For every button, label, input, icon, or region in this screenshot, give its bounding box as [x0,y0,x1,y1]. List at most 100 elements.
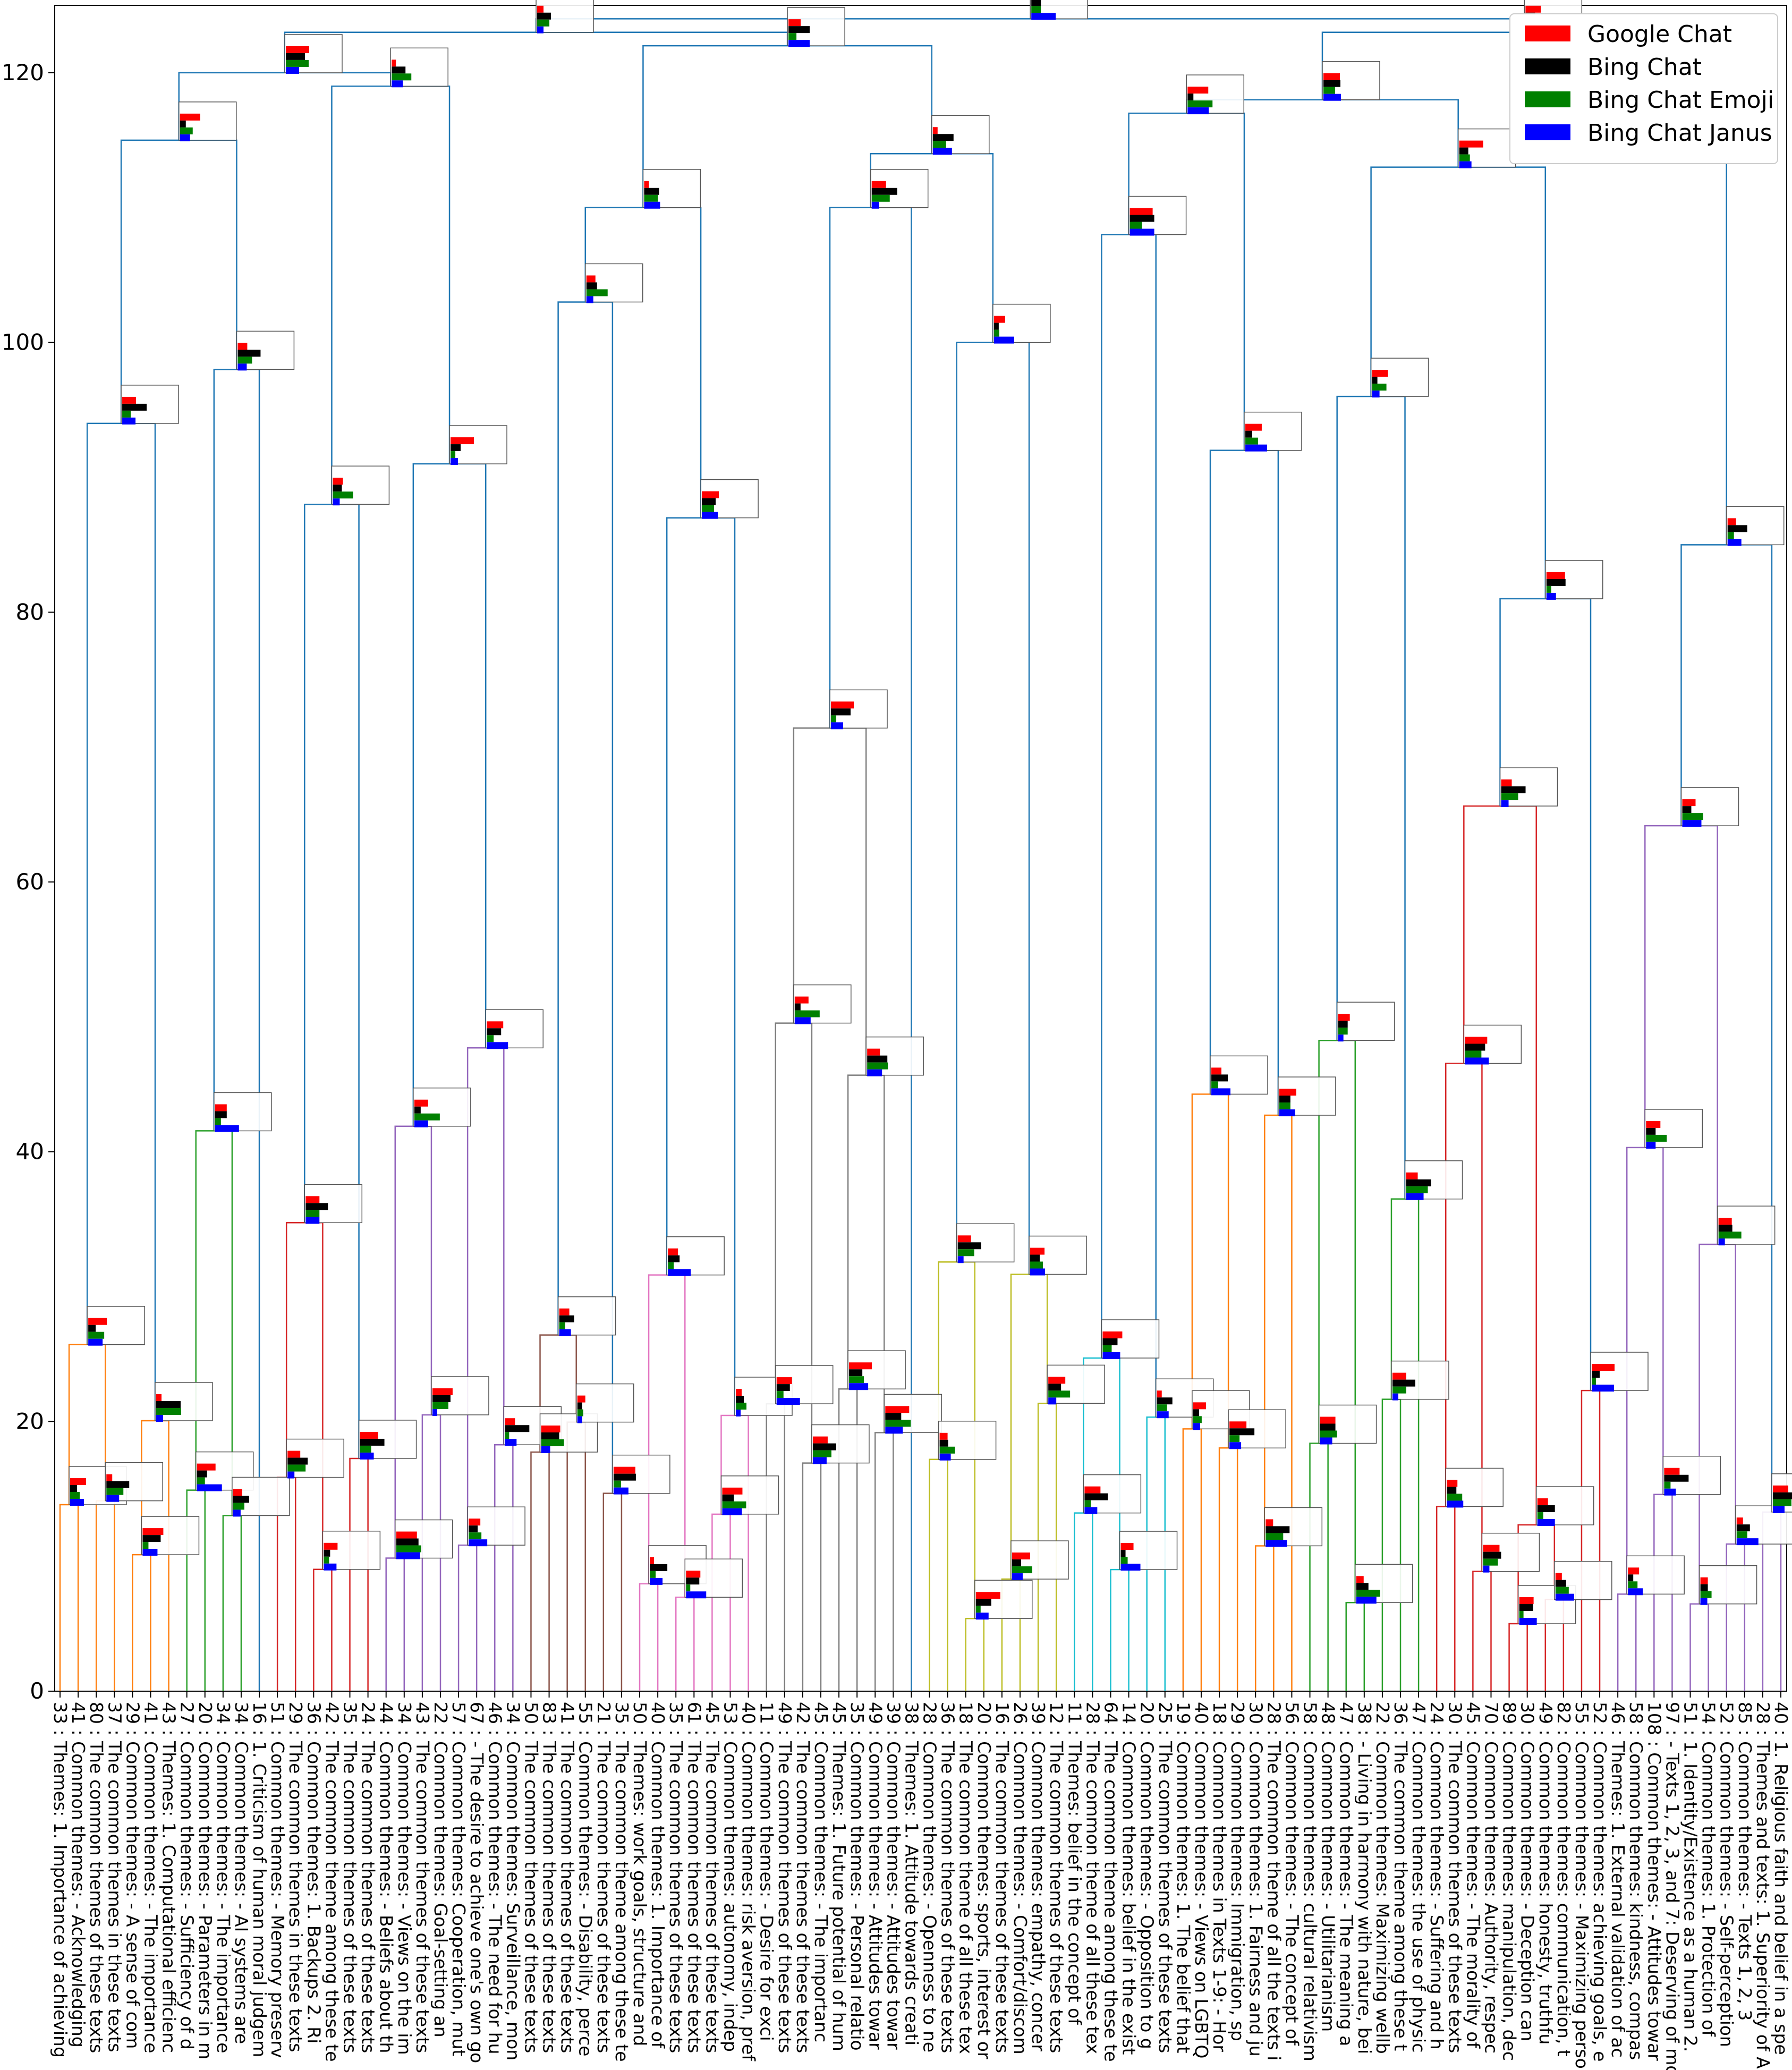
node-box-bar [1012,1573,1023,1581]
node-box-bar [1323,94,1341,101]
leaf-label: 45 : Themes: 1. Future potential of hum [829,1702,850,2051]
node-box-bar [1320,1416,1336,1424]
node-box-bar [1120,1557,1128,1564]
node-box-bar [537,5,544,13]
node-box-bar [285,60,309,67]
node-box [1680,787,1739,827]
leaf-label: 45 : Common themes: - The morality of [1463,1702,1483,2049]
node-box-bar [1084,1493,1108,1500]
node-box-bar [432,1402,448,1409]
leaf-label: 40 : Common themes: - Views on LGBTQ [1191,1702,1212,2058]
node-box-bar [487,1042,508,1049]
node-box-bar [1736,1517,1743,1525]
node-box-bar [1120,1550,1126,1557]
node-box-bar [1084,1507,1098,1514]
node-box-bar [776,1391,784,1398]
leaf-label: 45 : The common themes of these texts [702,1702,723,2053]
node-box-bar [932,134,954,141]
node-box-bar [867,1048,880,1056]
leaf-label: 34 : Common themes: Surveillance, mon [503,1702,523,2060]
node-box-bar [392,66,406,74]
node-box-bar [122,403,147,411]
node-box-bar [1048,1384,1061,1391]
node-box-bar [1459,140,1483,148]
leaf-label: 55 : Common themes: - Disability, perce [575,1702,596,2056]
node-box-bar [1546,579,1566,586]
node-box-bar [932,148,952,155]
node-box [1210,1055,1268,1096]
node-box-bar [1187,87,1209,94]
leaf-label: 28 : The common theme of all these tex [1082,1702,1103,2054]
node-box-bar [559,1329,571,1336]
leaf-label: 56 : Common themes: - The concept of [1281,1702,1302,2046]
node-box-bar [487,1028,502,1036]
node-box-bar [1664,1488,1676,1496]
node-box [485,1009,543,1049]
leaf-label: 36 : The common theme among these t [1390,1702,1411,2051]
node-box-bar [794,1010,820,1017]
node-box-bar [541,1439,564,1447]
node-box-bar [1525,5,1541,13]
node-box-bar [975,1606,981,1613]
node-box-bar [451,437,474,445]
node-box-bar [1555,1593,1574,1601]
node-box-bar [360,1452,374,1460]
node-box-bar [324,1549,330,1557]
node-box-bar [1537,1512,1543,1520]
node-box [155,1382,213,1422]
node-box-bar [1356,1590,1380,1597]
node-box-bar [559,1322,565,1329]
leaf-label: 45 : Common themes: - The importanc [811,1702,831,2042]
leaf-label: 42 : The common theme among these te [321,1702,342,2062]
node-box-bar [993,336,1014,344]
node-box [787,7,845,47]
leaf-label: 50 : The common themes of these texts [521,1702,541,2053]
node-box [1322,61,1380,101]
node-box-bar [1211,1067,1222,1075]
node-box [557,1296,616,1336]
node-box-bar [142,1528,164,1535]
node-box-frame [322,1531,381,1570]
node-box-bar [1465,1044,1485,1051]
node-box-bar [1519,1611,1524,1618]
node-box-bar [70,1478,87,1486]
node-box-bar [1664,1481,1671,1489]
node-box-bar [432,1409,437,1416]
node-box-bar [197,1463,216,1471]
leaf-label: 46 : Themes: 1. External validation of a… [1608,1702,1628,2058]
node-box-bar [957,1249,974,1257]
node-box-bar [1187,94,1194,101]
node-box [584,263,643,303]
node-box-bar [686,1591,707,1599]
node-box-bar [932,141,946,148]
node-box-bar [1392,1386,1406,1394]
node-box-bar [722,1501,746,1508]
node-box-bar [197,1477,205,1484]
node-box [105,1462,163,1502]
node-box-bar [469,1525,478,1533]
node-box-bar [537,26,544,33]
node-box-bar [70,1492,80,1499]
legend-swatch [1525,26,1570,41]
node-box-bar [215,1111,227,1118]
node-box-bar [285,66,299,74]
node-box-bar [215,1125,239,1132]
node-box-bar [537,19,550,27]
node-box-bar [237,343,248,350]
leaf-label: 29 : The common themes in these texts [285,1702,306,2052]
node-box-bar [1736,1524,1750,1532]
node-box [1370,358,1429,398]
node-box-bar [1048,1390,1071,1398]
node-box [1083,1474,1142,1514]
node-box-bar [1519,1604,1533,1611]
leaf-label: 18 : Common themes in Texts 1-9: - Hor [1209,1702,1230,2052]
node-box-bar [939,1439,948,1447]
node-box [974,1580,1033,1620]
node-box-bar [233,1503,244,1510]
node-box [1590,1352,1649,1392]
node-box-bar [1682,806,1692,813]
node-box-bar [586,275,596,283]
leaf-label: 46 : Common themes: - The need for hu [485,1702,505,2055]
node-box-frame [1370,358,1429,397]
leaf-label: 52 : Common themes: achieving goals, e [1590,1702,1610,2061]
